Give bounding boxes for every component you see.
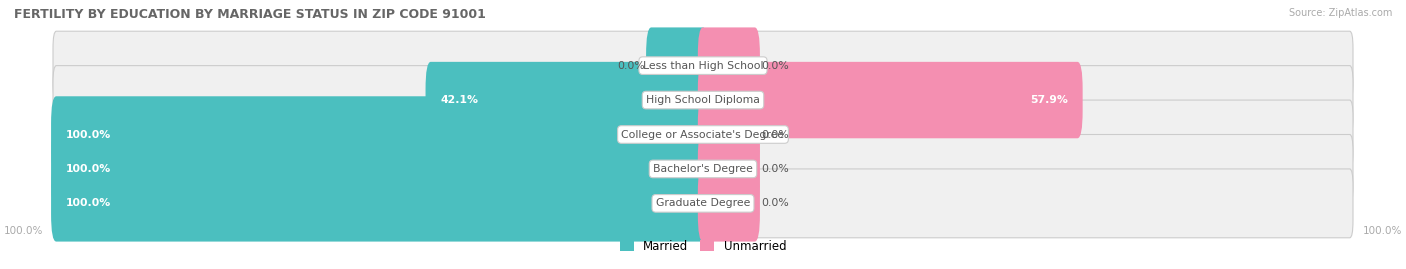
FancyBboxPatch shape: [53, 66, 1353, 134]
Text: 100.0%: 100.0%: [4, 226, 44, 236]
Text: Bachelor's Degree: Bachelor's Degree: [652, 164, 754, 174]
Text: 100.0%: 100.0%: [1362, 226, 1402, 236]
FancyBboxPatch shape: [426, 62, 709, 138]
Text: 0.0%: 0.0%: [761, 129, 789, 140]
Text: 100.0%: 100.0%: [66, 164, 111, 174]
Text: 0.0%: 0.0%: [761, 198, 789, 208]
FancyBboxPatch shape: [697, 62, 1083, 138]
Text: High School Diploma: High School Diploma: [647, 95, 759, 105]
FancyBboxPatch shape: [647, 27, 709, 104]
FancyBboxPatch shape: [51, 131, 709, 207]
FancyBboxPatch shape: [697, 96, 759, 173]
Text: 0.0%: 0.0%: [761, 164, 789, 174]
Text: 0.0%: 0.0%: [761, 61, 789, 71]
FancyBboxPatch shape: [53, 100, 1353, 169]
FancyBboxPatch shape: [51, 96, 709, 173]
Text: FERTILITY BY EDUCATION BY MARRIAGE STATUS IN ZIP CODE 91001: FERTILITY BY EDUCATION BY MARRIAGE STATU…: [14, 8, 486, 21]
Text: College or Associate's Degree: College or Associate's Degree: [621, 129, 785, 140]
Text: 0.0%: 0.0%: [617, 61, 645, 71]
Text: 100.0%: 100.0%: [66, 198, 111, 208]
FancyBboxPatch shape: [697, 165, 759, 242]
Legend: Married, Unmarried: Married, Unmarried: [620, 240, 786, 253]
FancyBboxPatch shape: [53, 31, 1353, 100]
FancyBboxPatch shape: [53, 134, 1353, 203]
Text: Graduate Degree: Graduate Degree: [655, 198, 751, 208]
Text: 42.1%: 42.1%: [440, 95, 478, 105]
FancyBboxPatch shape: [53, 169, 1353, 238]
FancyBboxPatch shape: [697, 27, 759, 104]
Text: Source: ZipAtlas.com: Source: ZipAtlas.com: [1288, 8, 1392, 18]
Text: 57.9%: 57.9%: [1031, 95, 1067, 105]
FancyBboxPatch shape: [697, 131, 759, 207]
Text: Less than High School: Less than High School: [643, 61, 763, 71]
FancyBboxPatch shape: [51, 165, 709, 242]
Text: 100.0%: 100.0%: [66, 129, 111, 140]
